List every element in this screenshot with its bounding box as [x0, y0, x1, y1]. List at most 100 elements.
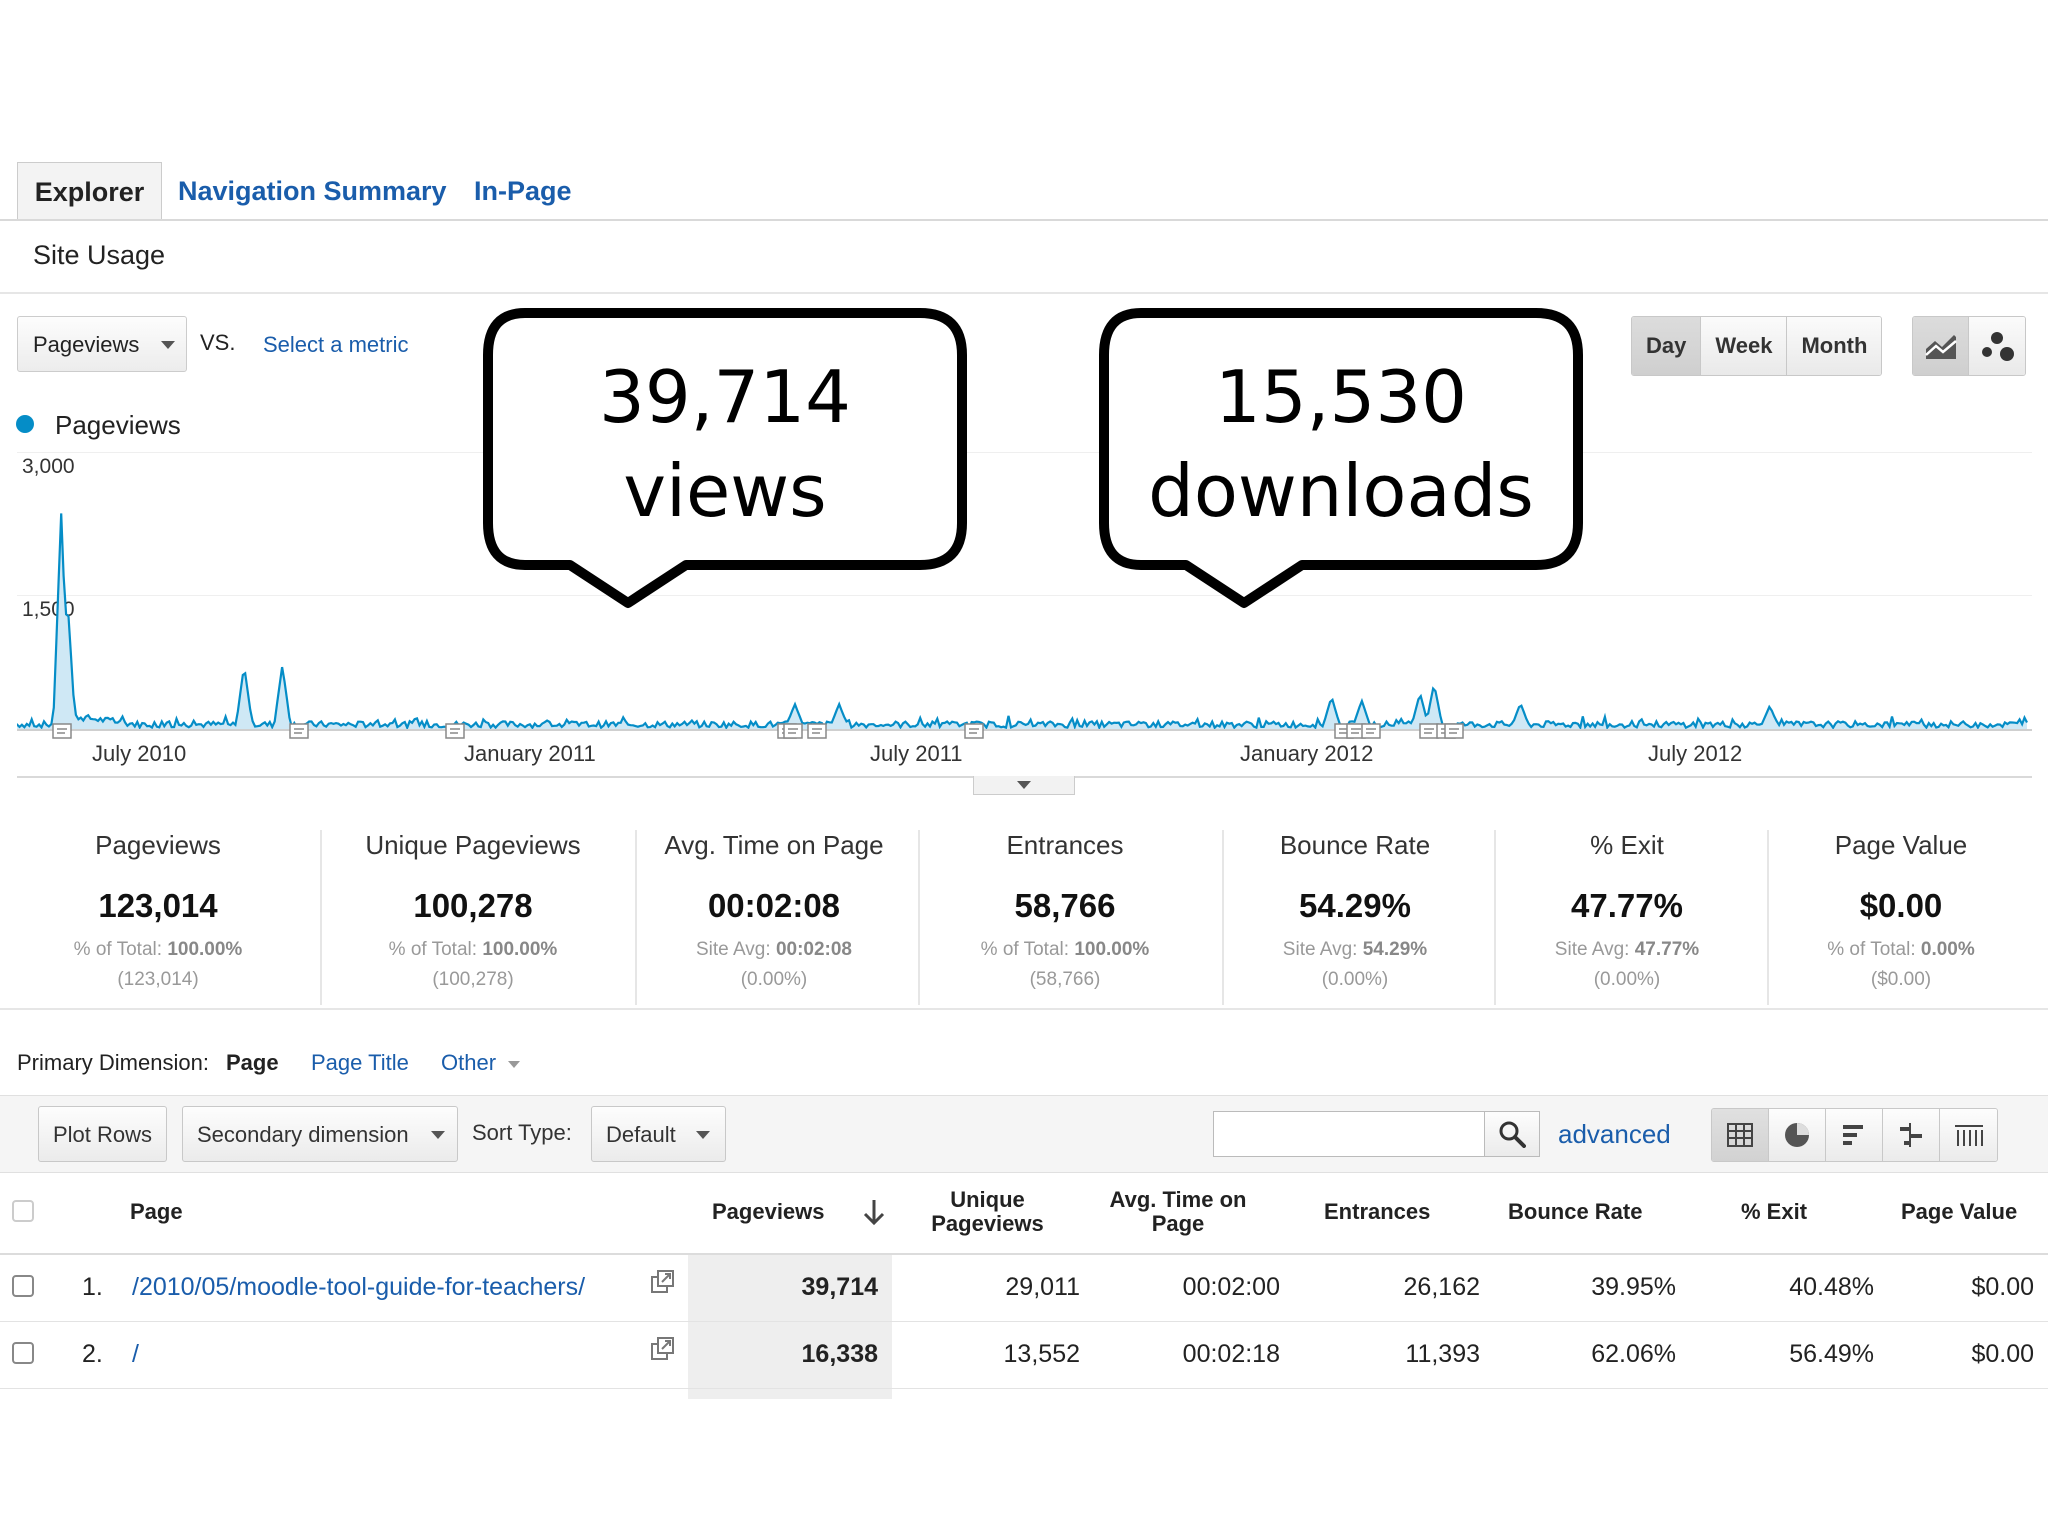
select-all-checkbox[interactable]	[12, 1200, 34, 1222]
column-header-pageviews[interactable]: Pageviews	[712, 1199, 825, 1224]
summary-metric-sub-prefix: Site Avg:	[1554, 939, 1630, 960]
table-row[interactable]: 1. /2010/05/moodle-tool-guide-for-teacher…	[0, 1255, 2048, 1322]
subtab-site-usage[interactable]: Site Usage	[33, 240, 166, 270]
tab-navigation-summary[interactable]: Navigation Summary	[178, 176, 447, 206]
annotation-marker-icon[interactable]	[1346, 723, 1366, 739]
summary-metric-sub2: (58,766)	[1029, 969, 1101, 990]
summary-metric-value: 123,014	[98, 887, 218, 924]
annotation-marker-icon[interactable]	[445, 723, 465, 739]
column-header-avg-time[interactable]: Avg. Time on Page	[1108, 1188, 1248, 1236]
external-link-icon[interactable]	[650, 1269, 676, 1295]
legend-swatch	[16, 415, 34, 433]
pageviews-area	[17, 513, 2027, 730]
summary-metric-value: 47.77%	[1571, 887, 1683, 924]
row-exit: 40.48%	[1789, 1273, 1874, 1301]
x-tick-label: January 2012	[1240, 741, 1374, 766]
pageviews-chart[interactable]	[17, 440, 2032, 760]
sort-type-dropdown[interactable]: Default	[591, 1106, 726, 1162]
summary-metric-sub2: (0.00%)	[740, 969, 808, 990]
tab-explorer[interactable]: Explorer	[17, 162, 162, 221]
row-page-link[interactable]: /2010/05/moodle-tool-guide-for-teachers/	[132, 1273, 586, 1301]
column-header-page-value[interactable]: Page Value	[1901, 1199, 2018, 1224]
search-button[interactable]	[1484, 1111, 1540, 1157]
grid-icon	[1727, 1123, 1753, 1147]
summary-metric-sub-value: 100.00%	[1074, 939, 1150, 960]
summary-metric[interactable]: Entrances 58,766 % of Total: 100.00% (58,76…	[930, 830, 1200, 991]
summary-metric-sub-prefix: % of Total:	[388, 939, 478, 960]
comparison-view-button[interactable]	[1883, 1109, 1940, 1161]
summary-metric-sub-prefix: Site Avg:	[1282, 939, 1358, 960]
motion-chart-button[interactable]	[1969, 317, 2025, 375]
row-bounce-rate: 39.95%	[1591, 1273, 1676, 1301]
dimension-other[interactable]: Other	[441, 1050, 521, 1076]
table-view-button[interactable]	[1712, 1109, 1769, 1161]
vs-label: VS.	[200, 330, 236, 355]
summary-metric-sub2: (100,278)	[432, 969, 514, 990]
primary-dimension-label: Primary Dimension:	[17, 1050, 209, 1075]
week-button[interactable]: Week	[1701, 317, 1788, 375]
summary-separator	[1494, 830, 1496, 1005]
metric-dropdown[interactable]: Pageviews	[17, 316, 187, 372]
line-chart-button[interactable]	[1913, 317, 1969, 375]
row-page-value: $0.00	[1971, 1273, 2034, 1301]
summary-metric-sub-prefix: Site Avg:	[696, 939, 771, 960]
column-header-unique-line2: Pageviews	[931, 1211, 1044, 1236]
secondary-dimension-dropdown[interactable]: Secondary dimension	[182, 1106, 458, 1162]
dimension-page[interactable]: Page	[226, 1050, 279, 1075]
column-header-page[interactable]: Page	[130, 1199, 183, 1224]
pie-view-button[interactable]	[1769, 1109, 1826, 1161]
advanced-filter-link[interactable]: advanced	[1558, 1119, 1671, 1149]
summary-metric[interactable]: Avg. Time on Page 00:02:08 Site Avg: 00:02…	[639, 830, 909, 991]
y-tick-label: 3,000	[22, 455, 75, 478]
annotation-marker-icon[interactable]	[52, 723, 72, 739]
row-entrances: 11,393	[1405, 1340, 1480, 1368]
row-page-link[interactable]: /	[132, 1340, 139, 1368]
summary-metric[interactable]: Unique Pageviews 100,278 % of Total: 100.0…	[338, 830, 608, 991]
annotation-marker-icon[interactable]	[1361, 723, 1381, 739]
tab-in-page[interactable]: In-Page	[474, 176, 572, 206]
x-tick-label: July 2011	[870, 741, 963, 766]
row-checkbox[interactable]	[12, 1275, 34, 1297]
annotation-marker-icon[interactable]	[783, 723, 803, 739]
annotation-marker-icon[interactable]	[1419, 723, 1439, 739]
summary-separator	[918, 830, 920, 1005]
summary-metric[interactable]: Bounce Rate 54.29% Site Avg: 54.29% (0.00%)	[1220, 830, 1490, 991]
column-header-unique-pageviews[interactable]: Unique Pageviews	[920, 1188, 1055, 1236]
pie-chart-icon	[1785, 1123, 1809, 1147]
annotation-marker-icon[interactable]	[289, 723, 309, 739]
pivot-view-button[interactable]	[1940, 1109, 1997, 1161]
select-metric-link[interactable]: Select a metric	[263, 332, 409, 357]
summary-metric-sub-value: 00:02:08	[775, 939, 852, 960]
sorted-column-highlight	[688, 1255, 892, 1399]
summary-metric-value: 54.29%	[1299, 887, 1411, 924]
summary-metric-sub-value: 100.00%	[167, 939, 243, 960]
annotation-marker-icon[interactable]	[807, 723, 827, 739]
row-checkbox[interactable]	[12, 1342, 34, 1364]
summary-metric[interactable]: Pageviews 123,014 % of Total: 100.00% (123,…	[23, 830, 293, 991]
sort-descending-icon[interactable]	[862, 1198, 886, 1226]
summary-metric-sub2: (0.00%)	[1593, 969, 1661, 990]
table-row[interactable]: 2. / 16,338 13,552 00:02:18 11,393 62.06% 56.49…	[0, 1322, 2048, 1389]
plot-rows-button[interactable]: Plot Rows	[38, 1106, 168, 1162]
chart-collapse-toggle[interactable]	[973, 776, 1075, 795]
column-header-bounce-rate[interactable]: Bounce Rate	[1508, 1199, 1643, 1224]
summary-metric-sub-prefix: % of Total:	[980, 939, 1070, 960]
day-button[interactable]: Day	[1632, 317, 1702, 375]
summary-metric[interactable]: % Exit 47.77% Site Avg: 47.77% (0.00%)	[1492, 830, 1762, 991]
annotation-marker-icon[interactable]	[964, 723, 984, 739]
performance-view-button[interactable]	[1826, 1109, 1883, 1161]
header-divider	[0, 292, 2048, 294]
summary-metric[interactable]: Page Value $0.00 % of Total: 0.00% ($0.00)	[1766, 830, 2036, 991]
annotation-marker-icon[interactable]	[1444, 723, 1464, 739]
x-tick-label: July 2012	[1648, 741, 1743, 766]
row-bounce-rate: 62.06%	[1591, 1340, 1676, 1368]
summary-metric-value: 100,278	[413, 887, 533, 924]
legend-label: Pageviews	[55, 410, 181, 440]
column-header-exit[interactable]: % Exit	[1741, 1199, 1808, 1224]
dimension-page-title[interactable]: Page Title	[311, 1050, 409, 1075]
month-button[interactable]: Month	[1787, 317, 1882, 375]
external-link-icon[interactable]	[650, 1336, 676, 1362]
pageviews-series-line	[17, 513, 2028, 731]
table-search-input[interactable]	[1213, 1111, 1485, 1157]
column-header-entrances[interactable]: Entrances	[1324, 1199, 1431, 1224]
